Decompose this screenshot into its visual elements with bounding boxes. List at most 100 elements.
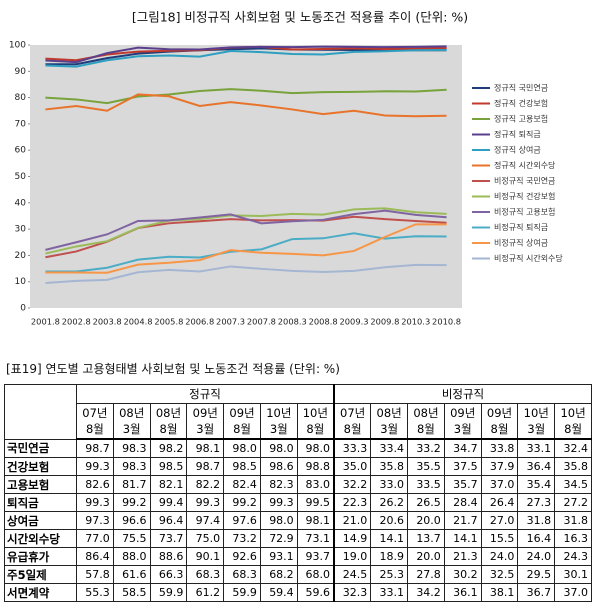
table-cell: 66.3 [149, 565, 188, 584]
series-line [45, 207, 447, 255]
x-tick-label: 2009.8 [370, 317, 399, 327]
y-tick-label: 60 [15, 146, 27, 156]
table-cell: 86.4 [76, 547, 114, 566]
table-cell: 35.8 [370, 457, 409, 476]
table-cell: 13.7 [407, 529, 445, 548]
group-header: 비정규직 [332, 384, 592, 404]
chart: [그림18] 비정규직 사회보험 및 노동조건 적용률 추이 (단위: %) 0… [9, 10, 564, 327]
column-header: 09년 8월 [480, 403, 519, 440]
table-cell: 98.0 [296, 438, 335, 458]
table-cell: 73.1 [296, 529, 335, 548]
table-cell: 73.7 [149, 529, 188, 548]
table-cell: 20.0 [407, 511, 445, 530]
table-cell: 34.2 [407, 583, 445, 602]
column-year: 10년 [302, 406, 328, 420]
table-cell: 34.7 [443, 438, 482, 458]
row-label: 시간외수당 [4, 529, 77, 548]
table-cell: 57.8 [76, 565, 114, 584]
table-cell: 35.7 [443, 475, 482, 494]
table-cell: 19.0 [332, 547, 372, 566]
table-cell: 73.2 [223, 529, 261, 548]
table-cell: 96.4 [149, 511, 188, 530]
table-cell: 37.5 [443, 457, 482, 476]
column-month: 3월 [527, 422, 546, 436]
legend-label: 비정규직 퇴직금 [494, 222, 548, 232]
table-cell: 61.2 [186, 583, 225, 602]
column-header: 10년 3월 [517, 403, 556, 440]
table-cell: 20.6 [370, 511, 409, 530]
row-label: 퇴직금 [4, 493, 77, 512]
column-month: 3월 [122, 422, 141, 436]
table-cell: 21.3 [443, 547, 482, 566]
y-tick-label: 10 [15, 277, 27, 287]
table-cell: 59.4 [259, 583, 298, 602]
table-cell: 99.3 [76, 457, 114, 476]
column-header: 09년 8월 [223, 403, 261, 440]
table-cell: 93.7 [296, 547, 335, 566]
table-cell: 33.3 [332, 438, 372, 458]
table-cell: 90.1 [186, 547, 225, 566]
column-header: 08년 3월 [370, 403, 409, 440]
column-month: 3월 [453, 422, 472, 436]
column-header: 09년 3월 [186, 403, 225, 440]
table-cell: 33.8 [480, 438, 519, 458]
table-cell: 27.3 [517, 493, 556, 512]
column-header: 10년 8월 [554, 403, 592, 440]
y-tick-label: 100 [9, 41, 26, 51]
table-cell: 21.0 [332, 511, 372, 530]
table-cell: 35.4 [517, 475, 556, 494]
table-cell: 36.4 [517, 457, 556, 476]
table-cell: 68.2 [259, 565, 298, 584]
y-tick-label: 0 [20, 304, 26, 314]
series-line [45, 263, 447, 285]
group-header: 정규직 [75, 384, 335, 404]
table-cell: 99.3 [186, 493, 225, 512]
column-header: 09년 3월 [443, 403, 482, 440]
table-cell: 72.9 [259, 529, 298, 548]
table-cell: 37.0 [480, 475, 519, 494]
column-header: 08년 3월 [112, 403, 151, 440]
table-cell: 32.2 [332, 475, 372, 494]
column-month: 8월 [343, 422, 362, 436]
table-cell: 27.0 [480, 511, 519, 530]
column-header: 10년 3월 [259, 403, 298, 440]
table-cell: 98.1 [186, 438, 225, 458]
legend-label: 비정규직 시간외수당 [494, 253, 563, 263]
table-cell: 14.1 [370, 529, 409, 548]
table-cell: 98.0 [259, 511, 298, 530]
table-cell: 98.7 [76, 438, 114, 458]
column-year: 10년 [266, 406, 292, 420]
column-month: 3월 [269, 422, 288, 436]
y-tick-label: 40 [15, 198, 27, 208]
column-month: 8월 [85, 422, 104, 436]
table-cell: 96.6 [112, 511, 151, 530]
table-cell: 55.3 [76, 583, 114, 602]
y-tick-label: 20 [15, 251, 27, 261]
x-tick-label: 2010.8 [432, 317, 461, 327]
table-cell: 99.5 [296, 493, 335, 512]
table-cell: 35.8 [554, 457, 592, 476]
column-month: 8월 [159, 422, 178, 436]
table-cell: 98.3 [112, 457, 151, 476]
corner-cell [4, 384, 77, 440]
column-header: 08년 8월 [407, 403, 445, 440]
column-year: 09년 [229, 406, 255, 420]
table-cell: 98.7 [186, 457, 225, 476]
legend-label: 비정규직 상여금 [494, 238, 548, 248]
table-cell: 24.0 [480, 547, 519, 566]
table-cell: 68.3 [223, 565, 261, 584]
column-month: 8월 [233, 422, 251, 436]
column-year: 07년 [82, 406, 108, 420]
x-tick-label: 2010.3 [401, 317, 430, 327]
column-year: 08년 [155, 406, 182, 420]
table-cell: 82.4 [223, 475, 261, 494]
x-tick-label: 2006.8 [185, 317, 214, 327]
table-cell: 68.3 [186, 565, 225, 584]
series-line [45, 47, 447, 66]
table-cell: 32.4 [554, 438, 592, 458]
legend-label: 정규직 건강보험 [494, 98, 548, 108]
x-tick-label: 2009.3 [339, 317, 368, 327]
series-line [45, 209, 447, 251]
table-cell: 18.9 [370, 547, 409, 566]
